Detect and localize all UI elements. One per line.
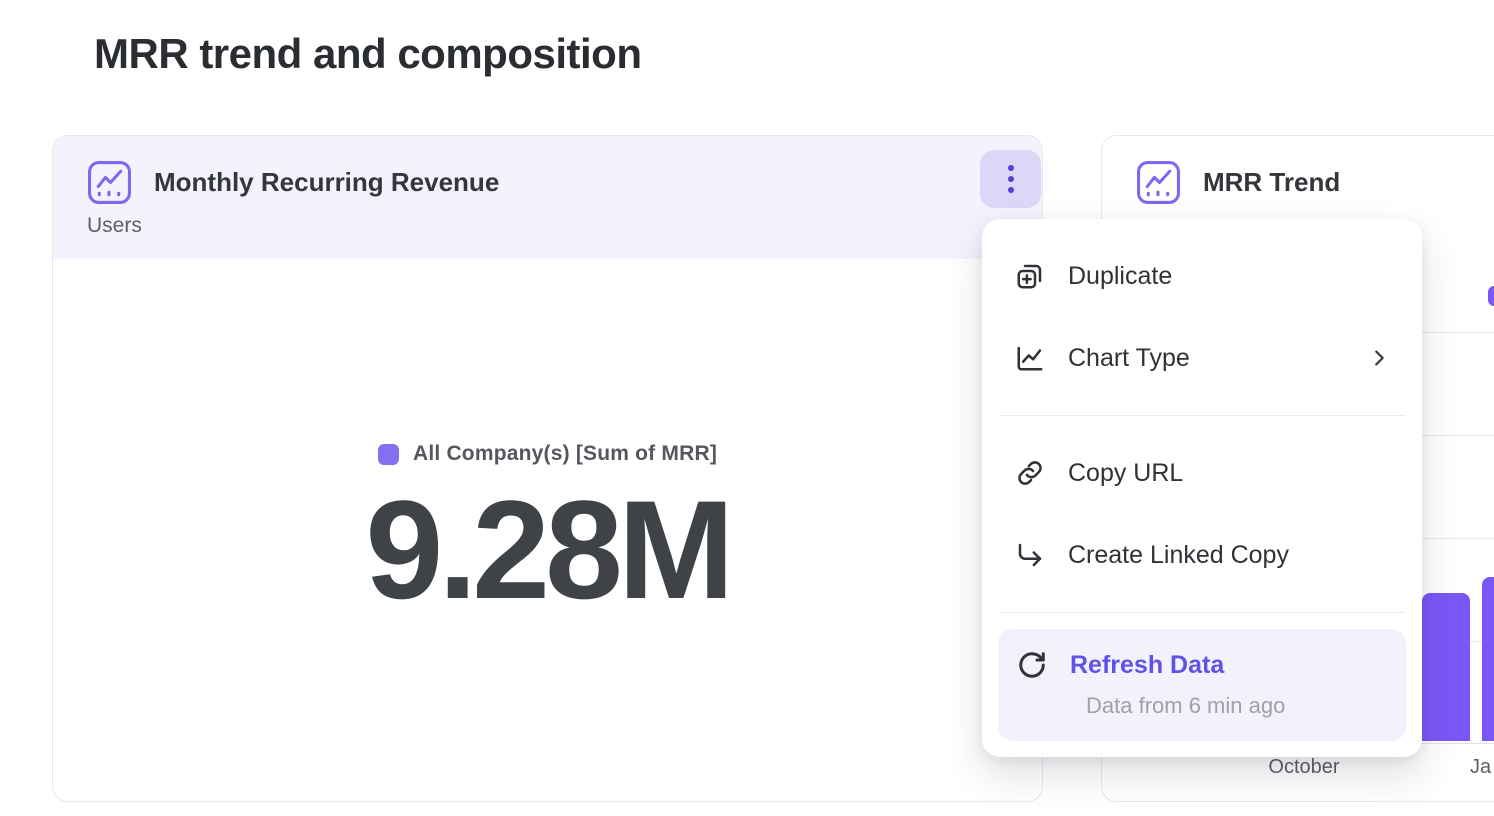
card-options-button[interactable] — [980, 150, 1041, 208]
chevron-right-icon — [1368, 347, 1390, 369]
duplicate-icon — [1014, 260, 1046, 292]
menu-item-refresh-data[interactable]: Refresh Data Data from 6 min ago — [998, 629, 1406, 741]
legend-label: All Company(s) [Sum of MRR] — [412, 442, 718, 465]
metric-value: 9.28M — [365, 471, 734, 628]
chart-type-icon — [1014, 342, 1046, 374]
legend-swatch — [377, 443, 399, 465]
menu-divider — [999, 415, 1405, 416]
menu-item-label: Duplicate — [1068, 261, 1173, 290]
page-title: MRR trend and composition — [94, 30, 642, 77]
link-icon — [1014, 457, 1046, 489]
card-context-menu: Duplicate Chart Type Copy URL — [982, 219, 1422, 757]
kebab-dot — [1007, 187, 1014, 193]
trend-chart-bar — [1422, 593, 1470, 741]
menu-divider — [999, 612, 1405, 613]
mrr-card-subtitle: Users — [87, 214, 142, 237]
refresh-icon — [1016, 649, 1048, 681]
menu-item-label: Create Linked Copy — [1068, 540, 1289, 569]
menu-item-create-linked-copy[interactable]: Create Linked Copy — [982, 514, 1422, 596]
menu-item-duplicate[interactable]: Duplicate — [982, 235, 1422, 317]
data-freshness-text: Data from 6 min ago — [1086, 693, 1286, 718]
mrr-card-body: All Company(s) [Sum of MRR] 9.28M — [53, 259, 1042, 801]
kebab-dot — [1007, 165, 1014, 171]
metric-legend: All Company(s) [Sum of MRR] — [377, 442, 718, 466]
corner-down-right-icon — [1014, 539, 1046, 571]
trend-card-title: MRR Trend — [1203, 167, 1341, 197]
trend-card-header: MRR Trend — [1102, 136, 1494, 259]
menu-item-copy-url[interactable]: Copy URL — [982, 432, 1422, 514]
menu-item-label: Refresh Data — [1070, 650, 1225, 679]
menu-item-label: Copy URL — [1068, 458, 1184, 487]
x-axis-label-partial: Ja — [1470, 756, 1492, 778]
trend-legend-swatch — [1488, 286, 1494, 306]
chart-tile-icon — [87, 160, 132, 205]
mrr-metric-card: Monthly Recurring Revenue Users All Comp… — [52, 135, 1043, 802]
mrr-card-header: Monthly Recurring Revenue Users — [53, 136, 1042, 259]
x-axis-label-october: October — [1268, 756, 1340, 778]
menu-item-label: Chart Type — [1068, 343, 1190, 372]
kebab-dot — [1007, 176, 1014, 182]
chart-tile-icon — [1136, 160, 1181, 205]
menu-item-chart-type[interactable]: Chart Type — [982, 317, 1422, 399]
trend-chart-bar — [1482, 577, 1494, 741]
mrr-card-title: Monthly Recurring Revenue — [154, 167, 500, 197]
